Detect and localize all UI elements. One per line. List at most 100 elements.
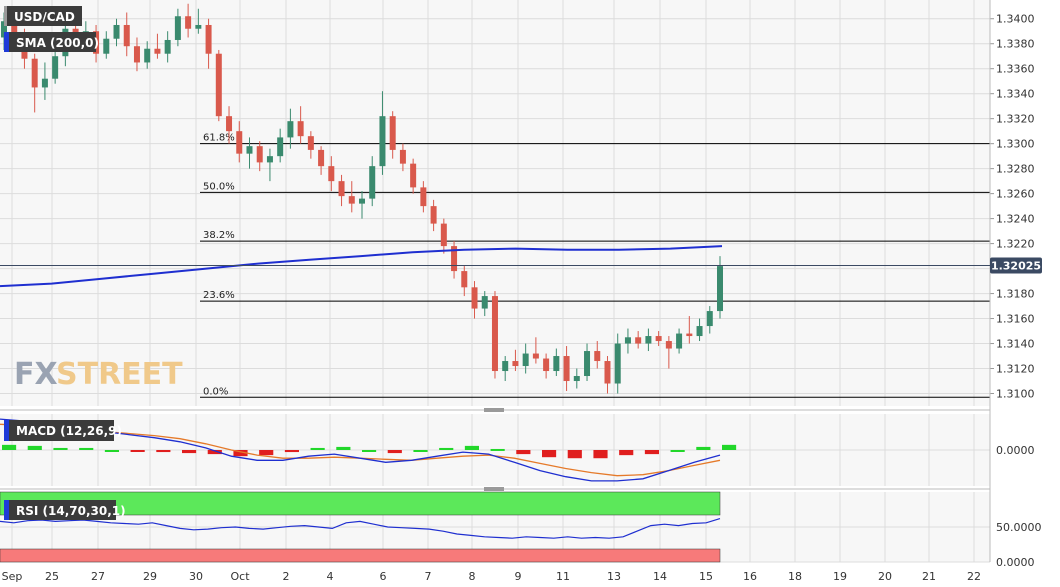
x-tick-label: 8 <box>469 570 476 583</box>
candle-body <box>195 24 202 29</box>
candle-body <box>154 48 161 54</box>
candle-body <box>1 21 7 38</box>
candle-body <box>338 181 345 197</box>
current-price-badge <box>990 257 1042 274</box>
y-tick-label: 1.3320 <box>996 113 1035 126</box>
symbol-text: USD/CAD <box>14 10 75 24</box>
macd-histogram-bar <box>413 450 428 452</box>
macd-histogram-bar <box>696 446 711 450</box>
logo-fx: FX <box>14 357 58 392</box>
candle-body <box>696 326 703 337</box>
candle-body <box>594 351 601 362</box>
macd-histogram-bar <box>156 450 171 453</box>
x-tick-label: 16 <box>743 570 757 583</box>
x-tick-label: 7 <box>425 570 432 583</box>
macd-histogram-bar <box>644 450 659 455</box>
sma-legend-text: SMA (200,0) <box>16 36 99 50</box>
y-tick-label: 1.3260 <box>996 188 1035 201</box>
candle-body <box>676 333 683 349</box>
macd-histogram-bar <box>310 447 325 450</box>
candle-body <box>359 198 365 204</box>
fib-level-label: 61.8% <box>203 133 235 144</box>
macd-indicator <box>0 418 737 482</box>
candle-body <box>635 337 642 344</box>
y-tick-label: 1.3100 <box>996 388 1035 401</box>
macd-histogram-bar <box>439 447 454 450</box>
y-tick-label: 1.3160 <box>996 313 1035 326</box>
candle-body <box>31 58 38 88</box>
candle-body <box>461 271 468 288</box>
macd-histogram-bar <box>2 444 17 450</box>
candle-body <box>624 337 631 344</box>
candle-body <box>103 38 110 54</box>
x-tick-label: 11 <box>556 570 570 583</box>
macd-histogram-bar <box>182 450 197 454</box>
macd-histogram-bar <box>259 450 274 456</box>
candle-body <box>614 343 621 384</box>
candle-body <box>645 336 652 344</box>
y-tick-label: 1.3140 <box>996 338 1035 351</box>
x-tick-label: 2 <box>283 570 290 583</box>
rsi-legend-text: RSI (14,70,30,1) <box>16 504 126 518</box>
candle-body <box>266 156 273 163</box>
candle-body <box>318 149 325 167</box>
logo-street: STREET <box>56 357 183 392</box>
candle-body <box>215 53 222 117</box>
candle-body <box>297 121 304 137</box>
x-tick-label: 19 <box>833 570 847 583</box>
macd-histogram-bar <box>464 445 479 450</box>
macd-histogram-bar <box>362 450 377 452</box>
y-tick-label: 1.3220 <box>996 238 1035 251</box>
x-axis: Sep 25 27 29 30 Oct 2 4 6 7 8 9 11 13 14 15 16 18 19 20 21 22 <box>2 570 981 583</box>
macd-histogram-bar <box>722 444 737 450</box>
y-tick-label: 1.3240 <box>996 213 1035 226</box>
candle-body <box>522 353 529 367</box>
x-tick-label: 18 <box>788 570 802 583</box>
rsi-legend: RSI (14,70,30,1) <box>4 500 126 520</box>
pane-resize-handle[interactable] <box>484 408 504 412</box>
rsi-y-tick-label: 50.0000 <box>996 521 1042 534</box>
x-tick-label: 29 <box>143 570 157 583</box>
candle-body <box>185 16 192 29</box>
pane-resize-handle[interactable] <box>484 487 504 491</box>
candle-body <box>481 296 488 309</box>
x-tick-label: 13 <box>607 570 621 583</box>
x-tick-label: 27 <box>91 570 105 583</box>
macd-y-tick-label: 0.0000 <box>996 444 1035 457</box>
candle-body <box>451 246 458 272</box>
macd-line <box>0 418 721 482</box>
symbol-label: USD/CAD <box>4 6 82 26</box>
x-tick-label: 9 <box>515 570 522 583</box>
macd-histogram-bar <box>542 450 557 458</box>
x-tick-label: 20 <box>878 570 892 583</box>
macd-legend: MACD (12,26,9) <box>4 420 122 441</box>
x-tick-label: Oct <box>230 570 250 583</box>
macd-histogram-bar <box>284 450 299 453</box>
candle-body <box>584 351 591 377</box>
macd-histogram-bar <box>567 450 582 459</box>
candle-body <box>563 356 570 382</box>
candle-body <box>246 146 253 154</box>
candle-body <box>41 78 48 88</box>
candle-body <box>706 311 713 327</box>
macd-histogram-bar <box>104 450 119 452</box>
candle-body <box>123 24 130 47</box>
candle-body <box>256 146 263 163</box>
x-tick-label: 21 <box>922 570 936 583</box>
y-tick-label: 1.3180 <box>996 288 1035 301</box>
x-tick-label: 25 <box>45 570 59 583</box>
macd-histogram-bar <box>130 450 145 452</box>
macd-histogram-bar <box>670 450 685 452</box>
sma-200-line <box>0 245 723 288</box>
candle-body <box>113 24 120 39</box>
candle-body <box>307 136 314 150</box>
x-tick-label: Sep <box>2 570 23 583</box>
sma-legend: SMA (200,0) <box>4 32 99 52</box>
fib-level-label: 50.0% <box>203 181 235 192</box>
macd-histogram-bar <box>207 450 222 455</box>
candle-body <box>379 116 386 167</box>
y-tick-label: 1.3300 <box>996 138 1035 151</box>
y-tick-label: 1.3340 <box>996 88 1035 101</box>
rsi-y-tick-label: 0.0000 <box>996 556 1035 569</box>
